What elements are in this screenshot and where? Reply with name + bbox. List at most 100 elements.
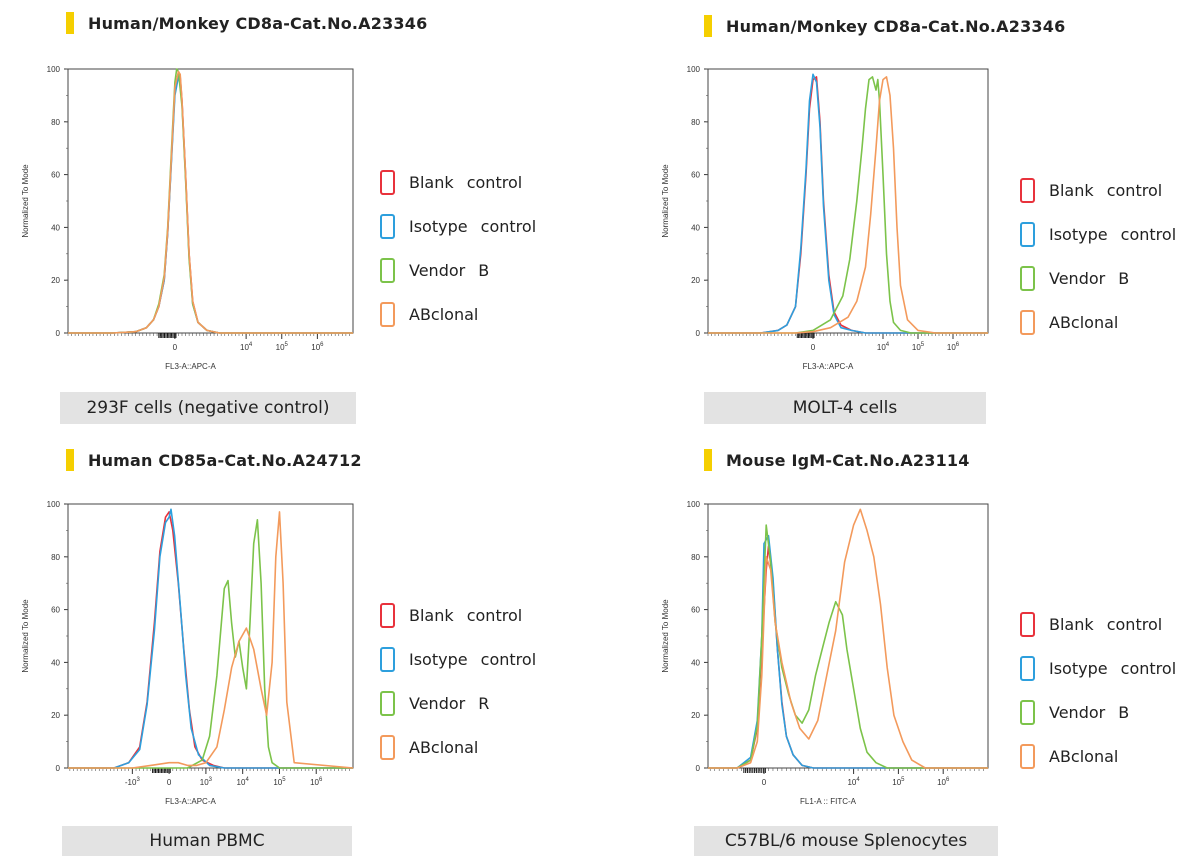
legend-swatch [380,647,395,672]
title-marker-icon [66,12,74,34]
panel-title: Mouse IgM-Cat.No.A23114 [704,449,970,471]
legend-swatch [1020,744,1035,769]
x-tick-label: 0 [173,343,178,352]
x-tick-label: 105 [273,777,286,787]
panel-title: Human/Monkey CD8a-Cat.No.A23346 [66,12,427,34]
plot-frame [707,503,989,769]
series-line-3 [708,524,988,769]
legend-item: Blank control [380,603,522,628]
y-tick-label: 80 [691,118,700,127]
plot-frame [707,68,989,334]
legend-label: Vendor B [1049,269,1130,288]
panel-title: Human CD85a-Cat.No.A24712 [66,449,362,471]
legend-swatch [1020,222,1035,247]
legend-item: ABclonal [1020,744,1118,769]
series-line-2 [708,73,988,334]
legend-item: Blank control [380,170,522,195]
x-tick-label: 104 [237,777,250,787]
y-tick-label: 0 [56,329,61,338]
y-tick-label: 40 [691,223,700,232]
legend-label: Vendor B [409,261,490,280]
y-tick-label: 60 [691,171,700,180]
panel-caption: Human PBMC [62,826,352,856]
y-tick-label: 80 [691,553,700,562]
series-line-2 [68,508,353,769]
y-axis-label: Normalized To Mode [21,599,30,673]
legend-item: ABclonal [380,302,478,327]
panel-caption: MOLT-4 cells [704,392,986,424]
y-tick-label: 40 [51,658,60,667]
series-line-3 [708,76,988,334]
legend-label: Isotype control [1049,225,1177,244]
x-tick-label: 0 [167,778,172,787]
series-line-3 [68,68,353,334]
legend-swatch [380,214,395,239]
legend-item: Blank control [1020,178,1162,203]
legend-item: Blank control [1020,612,1162,637]
y-tick-label: 20 [51,276,60,285]
legend-item: Isotype control [380,647,536,672]
x-axis-label: FL1-A :: FITC-A [800,797,857,806]
x-tick-label: 104 [240,342,253,352]
series-line-3 [68,518,353,769]
y-tick-label: 0 [696,764,701,773]
legend-swatch [1020,656,1035,681]
legend-item: Vendor B [1020,700,1129,725]
legend-label: Isotype control [409,650,537,669]
title-marker-icon [704,449,712,471]
legend-item: Isotype control [380,214,536,239]
panel-caption: 293F cells (negative control) [60,392,356,424]
y-axis-label: Normalized To Mode [661,164,670,238]
x-axis-label: FL3-A::APC-A [165,362,216,371]
x-tick-label: -103 [125,777,141,787]
legend-swatch [380,735,395,760]
legend-item: Vendor B [380,258,489,283]
y-tick-label: 100 [47,500,61,509]
x-tick-label: 106 [311,342,324,352]
panel-title-text: Human CD85a-Cat.No.A24712 [88,450,362,470]
legend-swatch [1020,266,1035,291]
panel-title-text: Human/Monkey CD8a-Cat.No.A23346 [88,13,428,33]
plot-frame [67,68,354,334]
series-line-4 [68,511,354,769]
panel-title-text: Mouse IgM-Cat.No.A23114 [726,450,970,470]
legend-swatch [1020,310,1035,335]
legend-item: Vendor B [1020,266,1129,291]
y-tick-label: 100 [47,65,61,74]
x-axis-label: FL3-A::APC-A [165,797,216,806]
legend-label: ABclonal [1049,747,1119,766]
title-marker-icon [704,15,712,37]
x-tick-label: 106 [947,342,960,352]
legend-swatch [1020,612,1035,637]
y-tick-label: 40 [691,658,700,667]
series-line-4 [708,508,988,769]
legend-label: Vendor B [1049,703,1130,722]
panel-title: Human/Monkey CD8a-Cat.No.A23346 [704,15,1065,37]
panel-title-text: Human/Monkey CD8a-Cat.No.A23346 [726,16,1066,36]
legend-swatch [1020,700,1035,725]
panel-caption: C57BL/6 mouse Splenocytes [694,826,998,856]
legend-swatch [380,603,395,628]
series-line-2 [68,76,353,334]
legend-label: Blank control [1049,615,1163,634]
legend-label: ABclonal [409,738,479,757]
y-axis-label: Normalized To Mode [21,164,30,238]
x-tick-label: 0 [762,778,767,787]
series-line-4 [708,76,988,334]
y-tick-label: 20 [51,711,60,720]
legend-label: Blank control [409,173,523,192]
y-tick-label: 0 [56,764,61,773]
legend-item: Vendor R [380,691,489,716]
legend-label: Vendor R [409,694,490,713]
legend-swatch [380,691,395,716]
legend-label: Isotype control [1049,659,1177,678]
legend-label: Isotype control [409,217,537,236]
legend-swatch [1020,178,1035,203]
y-tick-label: 60 [51,606,60,615]
y-tick-label: 40 [51,223,60,232]
legend-item: Isotype control [1020,656,1176,681]
y-tick-label: 0 [696,329,701,338]
